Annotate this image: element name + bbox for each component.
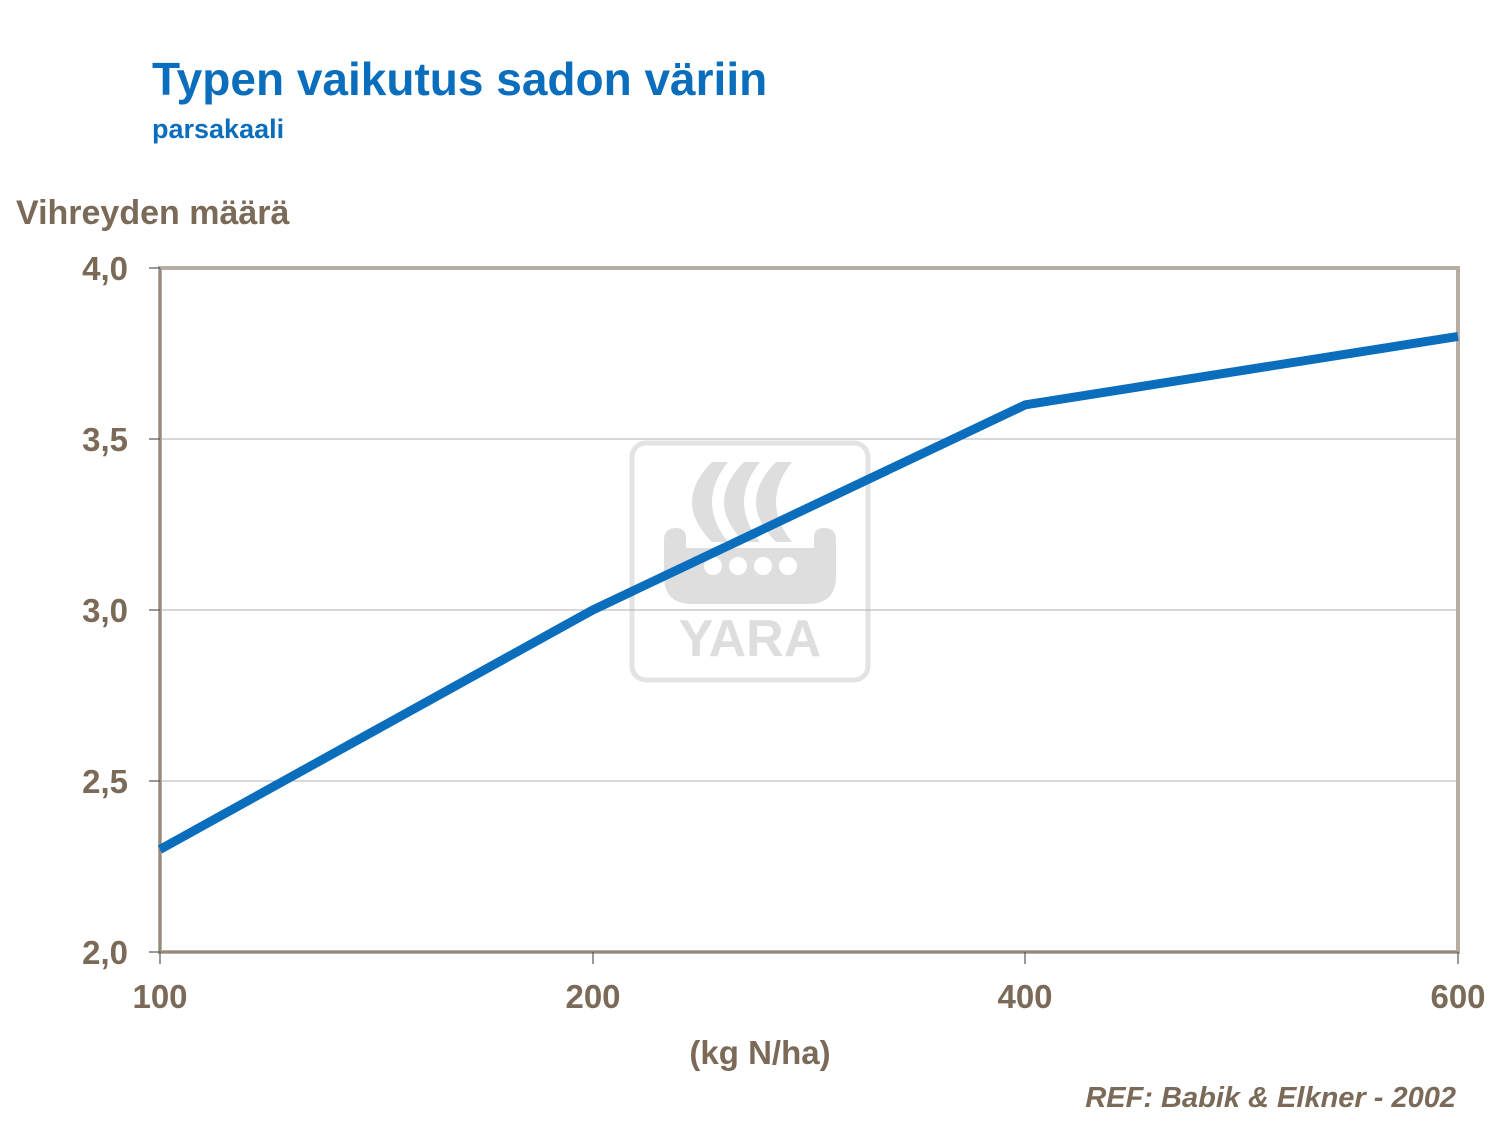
y-tick-label: 3,5: [82, 421, 128, 458]
x-tick-label: 200: [565, 978, 621, 1015]
x-tick-label: 600: [1430, 978, 1486, 1015]
y-axis-ticks: [149, 267, 160, 953]
x-axis-label: (kg N/ha): [689, 1034, 831, 1071]
y-tick-label: 2,5: [82, 763, 128, 800]
x-tick-label: 100: [132, 978, 188, 1015]
x-axis-ticks: [159, 952, 1459, 964]
yara-logo-text: YARA: [679, 610, 822, 668]
yara-logo-watermark: YARA: [629, 440, 871, 683]
y-axis-label: Vihreyden määrä: [16, 194, 290, 232]
y-tick-label: 2,0: [82, 934, 128, 971]
y-tick-label: 4,0: [82, 250, 128, 287]
yara-viking-ship-icon: [664, 462, 836, 604]
chart-title: Typen vaikutus sadon väriin: [152, 53, 768, 105]
chart-subtitle: parsakaali: [152, 114, 285, 144]
x-tick-label: 400: [997, 978, 1053, 1015]
series-line: [157, 331, 1459, 854]
reference-citation: REF: Babik & Elkner - 2002: [1085, 1082, 1456, 1114]
y-tick-label: 3,0: [82, 592, 128, 629]
gridlines: [160, 438, 1458, 782]
